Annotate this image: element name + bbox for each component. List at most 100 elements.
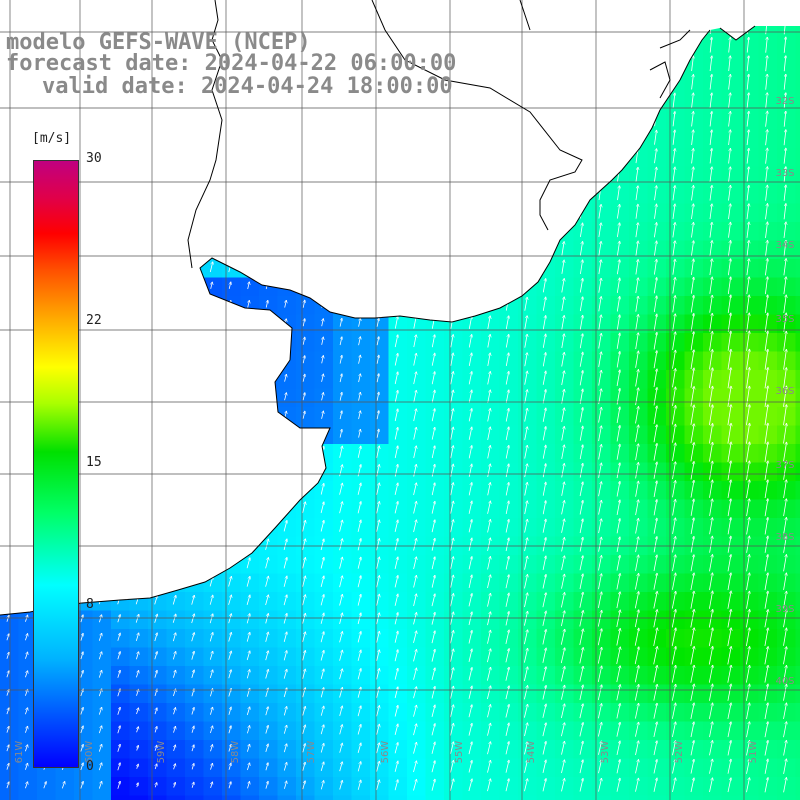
speed-cell	[481, 444, 501, 464]
speed-cell	[314, 647, 334, 667]
speed-cell	[407, 333, 427, 353]
speed-cell	[388, 203, 408, 223]
speed-cell	[573, 703, 593, 723]
speed-cell	[795, 592, 800, 612]
speed-cell	[592, 37, 612, 57]
speed-cell	[111, 721, 131, 741]
speed-cell	[481, 37, 501, 57]
speed-cell	[518, 425, 538, 445]
wind-arrow	[339, 113, 342, 126]
speed-cell	[518, 203, 538, 223]
speed-cell	[463, 0, 482, 19]
wind-arrow	[487, 353, 490, 366]
wind-arrow	[6, 207, 9, 216]
speed-cell	[388, 444, 408, 464]
speed-cell	[499, 740, 519, 760]
speed-cell	[610, 721, 630, 741]
speed-cell	[0, 647, 20, 667]
wind-arrow	[469, 168, 471, 182]
wind-arrow	[302, 151, 305, 162]
speed-cell	[92, 481, 112, 501]
speed-cell	[518, 573, 538, 593]
speed-cell	[703, 684, 723, 704]
wind-arrow	[98, 540, 102, 550]
speed-cell	[721, 610, 741, 630]
speed-cell	[407, 629, 427, 649]
speed-cell	[203, 777, 223, 797]
wind-arrow	[468, 298, 471, 311]
speed-cell	[277, 203, 297, 223]
speed-cell	[684, 129, 704, 149]
speed-cell	[555, 666, 575, 686]
speed-cell	[573, 259, 593, 279]
speed-cell	[481, 370, 501, 390]
wind-arrow	[192, 356, 194, 363]
wind-arrow	[468, 279, 471, 292]
wind-arrow	[413, 168, 416, 181]
speed-cell	[129, 351, 149, 371]
speed-cell	[795, 462, 800, 482]
wind-arrow	[506, 94, 509, 108]
speed-cell	[425, 333, 445, 353]
speed-cell	[499, 758, 519, 778]
wind-arrow	[266, 374, 268, 382]
speed-cell	[92, 518, 112, 538]
speed-cell	[425, 388, 445, 408]
speed-cell	[777, 740, 797, 760]
wind-arrow	[450, 279, 453, 292]
wind-arrow	[285, 300, 287, 308]
speed-cell	[203, 351, 223, 371]
wind-arrow	[765, 130, 768, 146]
wind-arrow	[524, 279, 527, 293]
wind-arrow	[117, 484, 121, 494]
wind-arrow	[174, 338, 176, 345]
speed-cell	[795, 259, 800, 279]
speed-cell	[92, 111, 112, 131]
speed-cell	[462, 499, 482, 519]
speed-cell	[703, 573, 723, 593]
speed-cell	[407, 462, 427, 482]
speed-cell	[203, 703, 223, 723]
speed-cell	[203, 407, 223, 427]
wind-arrow	[635, 260, 638, 275]
wind-arrow	[265, 225, 268, 236]
wind-arrow	[302, 114, 305, 125]
speed-cell	[277, 222, 297, 242]
wind-arrow	[580, 168, 583, 182]
speed-cell	[129, 518, 149, 538]
speed-cell	[166, 684, 186, 704]
speed-cell	[296, 684, 316, 704]
speed-cell	[499, 425, 519, 445]
wind-arrow	[413, 335, 416, 348]
speed-cell	[425, 444, 445, 464]
speed-cell	[203, 481, 223, 501]
speed-cell	[111, 795, 131, 800]
wind-arrow	[191, 114, 194, 124]
wind-arrow	[394, 224, 397, 237]
wind-arrow	[783, 37, 786, 53]
speed-cell	[666, 666, 686, 686]
speed-cell	[758, 758, 778, 778]
speed-cell	[611, 0, 630, 19]
wind-arrow	[322, 319, 324, 327]
speed-cell	[278, 0, 297, 19]
speed-cell	[740, 148, 760, 168]
speed-cell	[425, 407, 445, 427]
speed-cell	[296, 185, 316, 205]
speed-cell	[777, 462, 797, 482]
wind-arrow	[228, 169, 231, 180]
speed-cell	[370, 684, 390, 704]
speed-cell	[518, 592, 538, 612]
wind-arrow	[302, 447, 306, 458]
speed-cell	[647, 314, 667, 334]
wind-arrow	[172, 262, 175, 272]
wind-arrow	[727, 331, 731, 351]
speed-cell	[518, 185, 538, 205]
wind-arrow	[211, 375, 213, 382]
speed-cell	[277, 555, 297, 575]
speed-cell	[240, 499, 260, 519]
speed-cell	[500, 0, 519, 19]
wind-arrow	[246, 447, 250, 458]
speed-cell	[573, 555, 593, 575]
speed-cell	[499, 148, 519, 168]
